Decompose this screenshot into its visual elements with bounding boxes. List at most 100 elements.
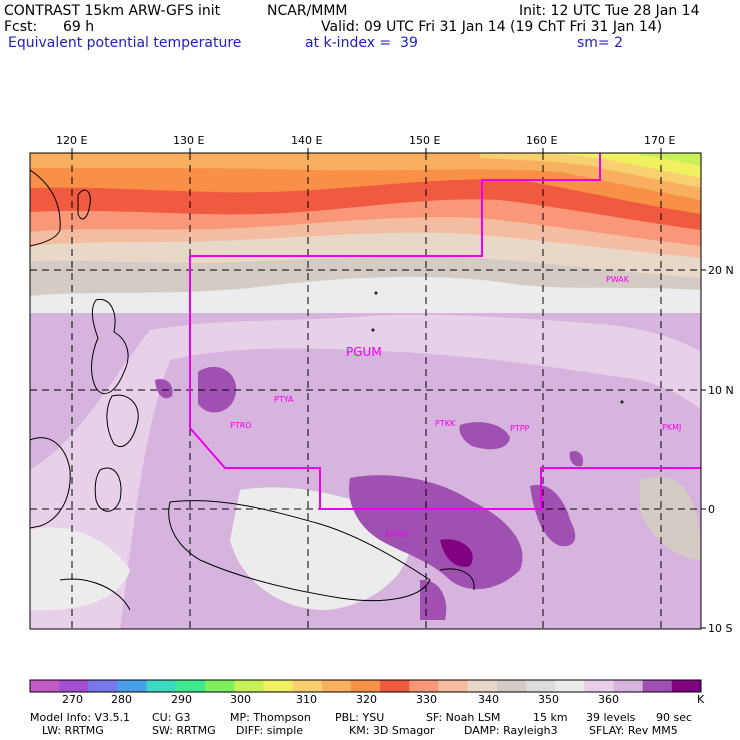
- coast-luzon: [91, 298, 129, 394]
- field-cell-375-f: [155, 378, 173, 399]
- coast-new-guinea: [168, 500, 431, 602]
- footer-mp: MP: Thompson: [230, 711, 311, 724]
- level-info: at k-index = 39: [305, 35, 418, 51]
- colorbar-swatch-340: [438, 680, 469, 692]
- footer-sflay: SFLAY: Rev MM5: [589, 724, 678, 737]
- station-ptpp: PTPP: [510, 424, 530, 433]
- colorbar-swatch-365: [584, 680, 614, 692]
- footer-diff: DIFF: simple: [236, 724, 304, 737]
- forecast-label: Fcst:: [4, 19, 38, 35]
- field-cell-375-a: [198, 366, 237, 413]
- footer-model-info: Model Info: V3.5.1: [30, 711, 131, 724]
- colorbar-swatch-280: [88, 680, 119, 692]
- coast-marshall: [620, 400, 624, 404]
- coast-guam: [371, 328, 375, 332]
- colorbar-swatch-345: [467, 680, 498, 692]
- colorbar: [29, 679, 702, 693]
- domain-boundary: [189, 153, 701, 510]
- field-cell-375-e: [420, 579, 447, 620]
- colorbar-label-270: 270: [62, 693, 83, 706]
- coast-sulawesi: [94, 467, 122, 512]
- colorbar-frame: [29, 679, 702, 693]
- smoothing-info: sm= 2: [577, 35, 624, 51]
- colorbar-swatch-270: [30, 680, 60, 692]
- footer-pbl: PBL: YSU: [335, 711, 385, 724]
- colorbar-swatch-335: [409, 680, 439, 692]
- coast-saipan: [374, 291, 378, 295]
- colorbar-swatch-370: [613, 680, 644, 692]
- field-cell-375-c: [459, 422, 510, 450]
- colorbar-label-290: 290: [171, 693, 192, 706]
- colorbar-label-350: 350: [538, 693, 559, 706]
- field-cell-375-b: [349, 475, 523, 590]
- field-band-310: [560, 153, 701, 178]
- lon-label-140: 140 E: [291, 134, 323, 147]
- station-pkmj: PKMJ: [662, 423, 681, 432]
- colorbar-swatch-310: [263, 680, 294, 692]
- footer-resolution: 15 km: [533, 711, 568, 724]
- valid-time: Valid: 09 UTC Fri 31 Jan 14 (19 ChT Fri …: [321, 19, 663, 35]
- colorbar-swatch-330: [380, 680, 410, 692]
- station-labels: PWAK PGUM PTYA PTRO PTKK PTPP PKMJ AYMH: [230, 275, 681, 539]
- field-band-320: [30, 153, 701, 200]
- coastlines: [30, 169, 624, 611]
- footer-sw: SW: RRTMG: [152, 724, 216, 737]
- coast-taiwan: [77, 189, 91, 220]
- field-name: Equivalent potential temperature: [8, 35, 242, 51]
- colorbar-swatch-300: [205, 680, 235, 692]
- field-patch-350-east: [640, 476, 701, 560]
- colorbar-swatch-285: [117, 680, 148, 692]
- colorbar-swatch-350: [496, 680, 527, 692]
- map-field: [30, 153, 701, 629]
- map-ticks: [71, 148, 706, 629]
- footer-damp: DAMP: Rayleigh3: [464, 724, 558, 737]
- init-time: Init: 12 UTC Tue 28 Jan 14: [519, 3, 700, 19]
- colorbar-swatch-355: [525, 680, 556, 692]
- field-band-305: [640, 153, 701, 166]
- lat-label-0: 0: [708, 503, 715, 516]
- colorbar-label-300: 300: [230, 693, 251, 706]
- colorbar-label-330: 330: [416, 693, 437, 706]
- footer-sf: SF: Noah LSM: [426, 711, 501, 724]
- coast-new-britain: [439, 568, 475, 591]
- colorbar-swatch-295: [175, 680, 206, 692]
- station-pgum: PGUM: [346, 345, 382, 359]
- lat-label-10n: 10 N: [708, 384, 734, 397]
- footer-levels: 39 levels: [586, 711, 636, 724]
- coast-china: [30, 169, 61, 247]
- station-ptro: PTRO: [230, 421, 252, 430]
- field-cell-380: [440, 539, 473, 567]
- colorbar-label-340: 340: [478, 693, 499, 706]
- colorbar-swatch-320: [321, 680, 352, 692]
- coast-borneo: [30, 437, 71, 529]
- station-ptya: PTYA: [274, 395, 294, 404]
- lat-label-10s: 10 S: [708, 622, 733, 635]
- graticule: [30, 153, 701, 629]
- lon-label-120: 120 E: [56, 134, 88, 147]
- colorbar-swatch-360: [555, 680, 585, 692]
- footer-km: KM: 3D Smagor: [349, 724, 435, 737]
- colorbar-label-280: 280: [111, 693, 132, 706]
- lon-label-150: 150 E: [409, 134, 441, 147]
- station-ptkk: PTKK: [435, 419, 456, 428]
- station-pwak: PWAK: [606, 275, 630, 284]
- colorbar-swatch-290: [146, 680, 177, 692]
- lon-label-160: 160 E: [526, 134, 558, 147]
- footer-lw: LW: RRTMG: [42, 724, 104, 737]
- lon-label-130: 130 E: [173, 134, 205, 147]
- footer-timestep: 90 sec: [656, 711, 693, 724]
- colorbar-label-310: 310: [296, 693, 317, 706]
- field-cell-375-g: [569, 450, 584, 467]
- map-frame: [29, 152, 702, 630]
- model-title: CONTRAST 15km ARW-GFS init: [4, 3, 221, 19]
- lon-label-170: 170 E: [644, 134, 676, 147]
- footer-cu: CU: G3: [152, 711, 191, 724]
- colorbar-swatch-375: [642, 680, 673, 692]
- colorbar-swatch-325: [350, 680, 381, 692]
- colorbar-label-320: 320: [356, 693, 377, 706]
- coast-timor: [59, 578, 131, 611]
- colorbar-unit: K: [697, 693, 705, 706]
- colorbar-swatch-275: [59, 680, 89, 692]
- organization: NCAR/MMM: [267, 3, 348, 19]
